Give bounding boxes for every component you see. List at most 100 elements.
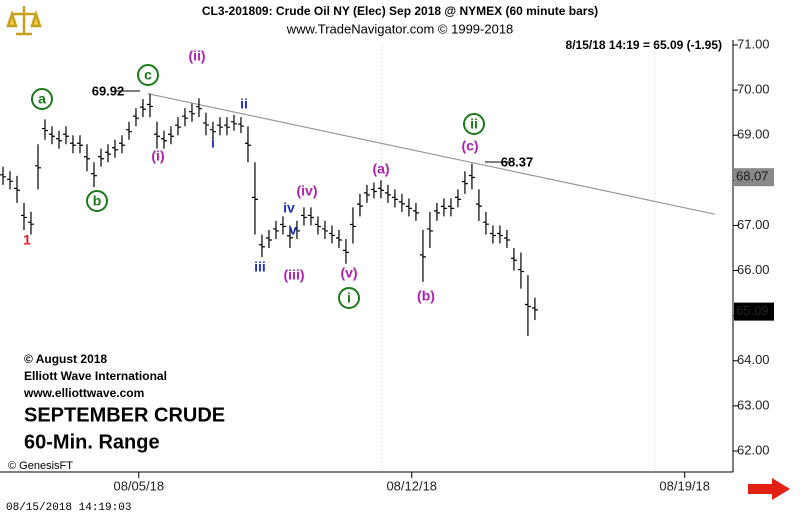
timestamp: 08/15/2018 14:19:03: [6, 502, 131, 514]
wave-label: ii: [240, 96, 248, 112]
chart-title: CL3-201809: Crude Oil NY (Elec) Sep 2018…: [202, 4, 598, 18]
price-bar: [216, 117, 223, 136]
price-bar: [237, 117, 244, 133]
price-bar: [0, 166, 6, 185]
wave-label: a: [38, 91, 46, 107]
source: © GenesisFT: [8, 460, 73, 472]
trendline: [147, 93, 715, 215]
price-bar: [69, 135, 76, 154]
price-bar: [398, 193, 405, 212]
price-bar: [482, 211, 489, 235]
price-bar: [461, 171, 468, 194]
price-tag-bg: [734, 168, 774, 187]
price-bar: [209, 121, 216, 140]
price-bar: [496, 225, 503, 244]
wave-label: 1: [23, 232, 31, 248]
price-bar: [503, 229, 510, 248]
wave-label: (ii): [188, 48, 205, 64]
wave-circle: [338, 287, 360, 309]
wave-label: v: [289, 222, 297, 238]
price-tag: 65.09: [736, 303, 769, 318]
x-tick-label: 08/19/18: [659, 478, 710, 493]
y-tick-label: 67.00: [737, 217, 770, 232]
wave-label: 68.37: [501, 154, 534, 169]
y-tick-label: 66.00: [737, 262, 770, 277]
wave-circle: [86, 190, 108, 212]
wave-label: i: [211, 135, 215, 151]
price-bar: [167, 126, 174, 145]
price-bar: [230, 114, 237, 131]
price-bar: [279, 216, 286, 235]
price-bar: [293, 220, 300, 239]
y-tick-label: 63.00: [737, 397, 770, 412]
price-bar: [62, 126, 69, 145]
wave-label: (iii): [284, 267, 305, 283]
price-bar: [356, 193, 363, 217]
price-bar: [419, 229, 426, 282]
price-bar: [370, 182, 377, 199]
price-tag: 68.07: [736, 169, 769, 184]
scroll-arrow[interactable]: [748, 478, 790, 500]
note: Elliott Wave International: [24, 369, 167, 383]
price-bar: [188, 103, 195, 122]
y-tick-label: 70.00: [737, 82, 770, 97]
price-bar: [195, 98, 202, 118]
price-bar: [454, 189, 461, 208]
note: www.elliottwave.com: [23, 386, 144, 400]
price-bar: [363, 184, 370, 203]
wave-circle: [463, 113, 485, 135]
y-tick-label: 62.00: [737, 442, 770, 457]
price-bar: [146, 93, 153, 118]
price-bar: [475, 189, 482, 221]
wave-label: 69.92: [92, 83, 125, 98]
price-bar: [321, 220, 328, 239]
price-bar: [55, 130, 62, 149]
logo: [6, 2, 42, 38]
headline: SEPTEMBER CRUDE: [24, 404, 225, 426]
price-bar: [97, 148, 104, 167]
price-bar: [153, 121, 160, 149]
price-bar: [34, 144, 41, 190]
price-bar: [531, 297, 538, 321]
price-bar: [510, 248, 517, 271]
y-tick-label: 69.00: [737, 127, 770, 142]
wave-label: i: [347, 290, 351, 306]
quote: 8/15/18 14:19 = 65.09 (-1.95): [566, 38, 722, 52]
price-bar: [342, 238, 349, 264]
price-bar: [524, 275, 531, 336]
x-tick-label: 08/12/18: [386, 478, 437, 493]
price-bar: [160, 130, 167, 149]
wave-circle: [31, 88, 53, 110]
price-bar: [384, 184, 391, 203]
price-bar: [223, 117, 230, 136]
price-bar: [265, 229, 272, 248]
chart-subtitle: www.TradeNavigator.com © 1999-2018: [286, 21, 514, 36]
price-bar: [90, 162, 97, 188]
price-bar: [202, 112, 209, 136]
wave-label: (c): [461, 138, 478, 154]
price-bar: [314, 216, 321, 235]
price-tag-bg: [734, 302, 774, 321]
wave-circle: [137, 64, 159, 86]
logo-scale: [6, 6, 42, 36]
price-bar: [111, 139, 118, 158]
price-bar: [13, 175, 20, 203]
wave-label: (iv): [297, 183, 318, 199]
price-bar: [377, 180, 384, 199]
note: © August 2018: [24, 352, 107, 366]
price-bar: [76, 135, 83, 154]
price-bar: [286, 225, 293, 248]
price-bar: [300, 207, 307, 226]
wave-label: (a): [372, 161, 389, 177]
price-bar: [258, 234, 265, 258]
wave-label: (i): [151, 148, 164, 164]
price-bar: [440, 198, 447, 217]
price-bar: [447, 198, 454, 217]
wave-label: iv: [283, 200, 295, 216]
price-bar: [20, 202, 27, 230]
price-bar: [6, 171, 13, 190]
price-bar: [405, 198, 412, 217]
wave-label: (v): [340, 265, 357, 281]
price-bar: [244, 126, 251, 163]
